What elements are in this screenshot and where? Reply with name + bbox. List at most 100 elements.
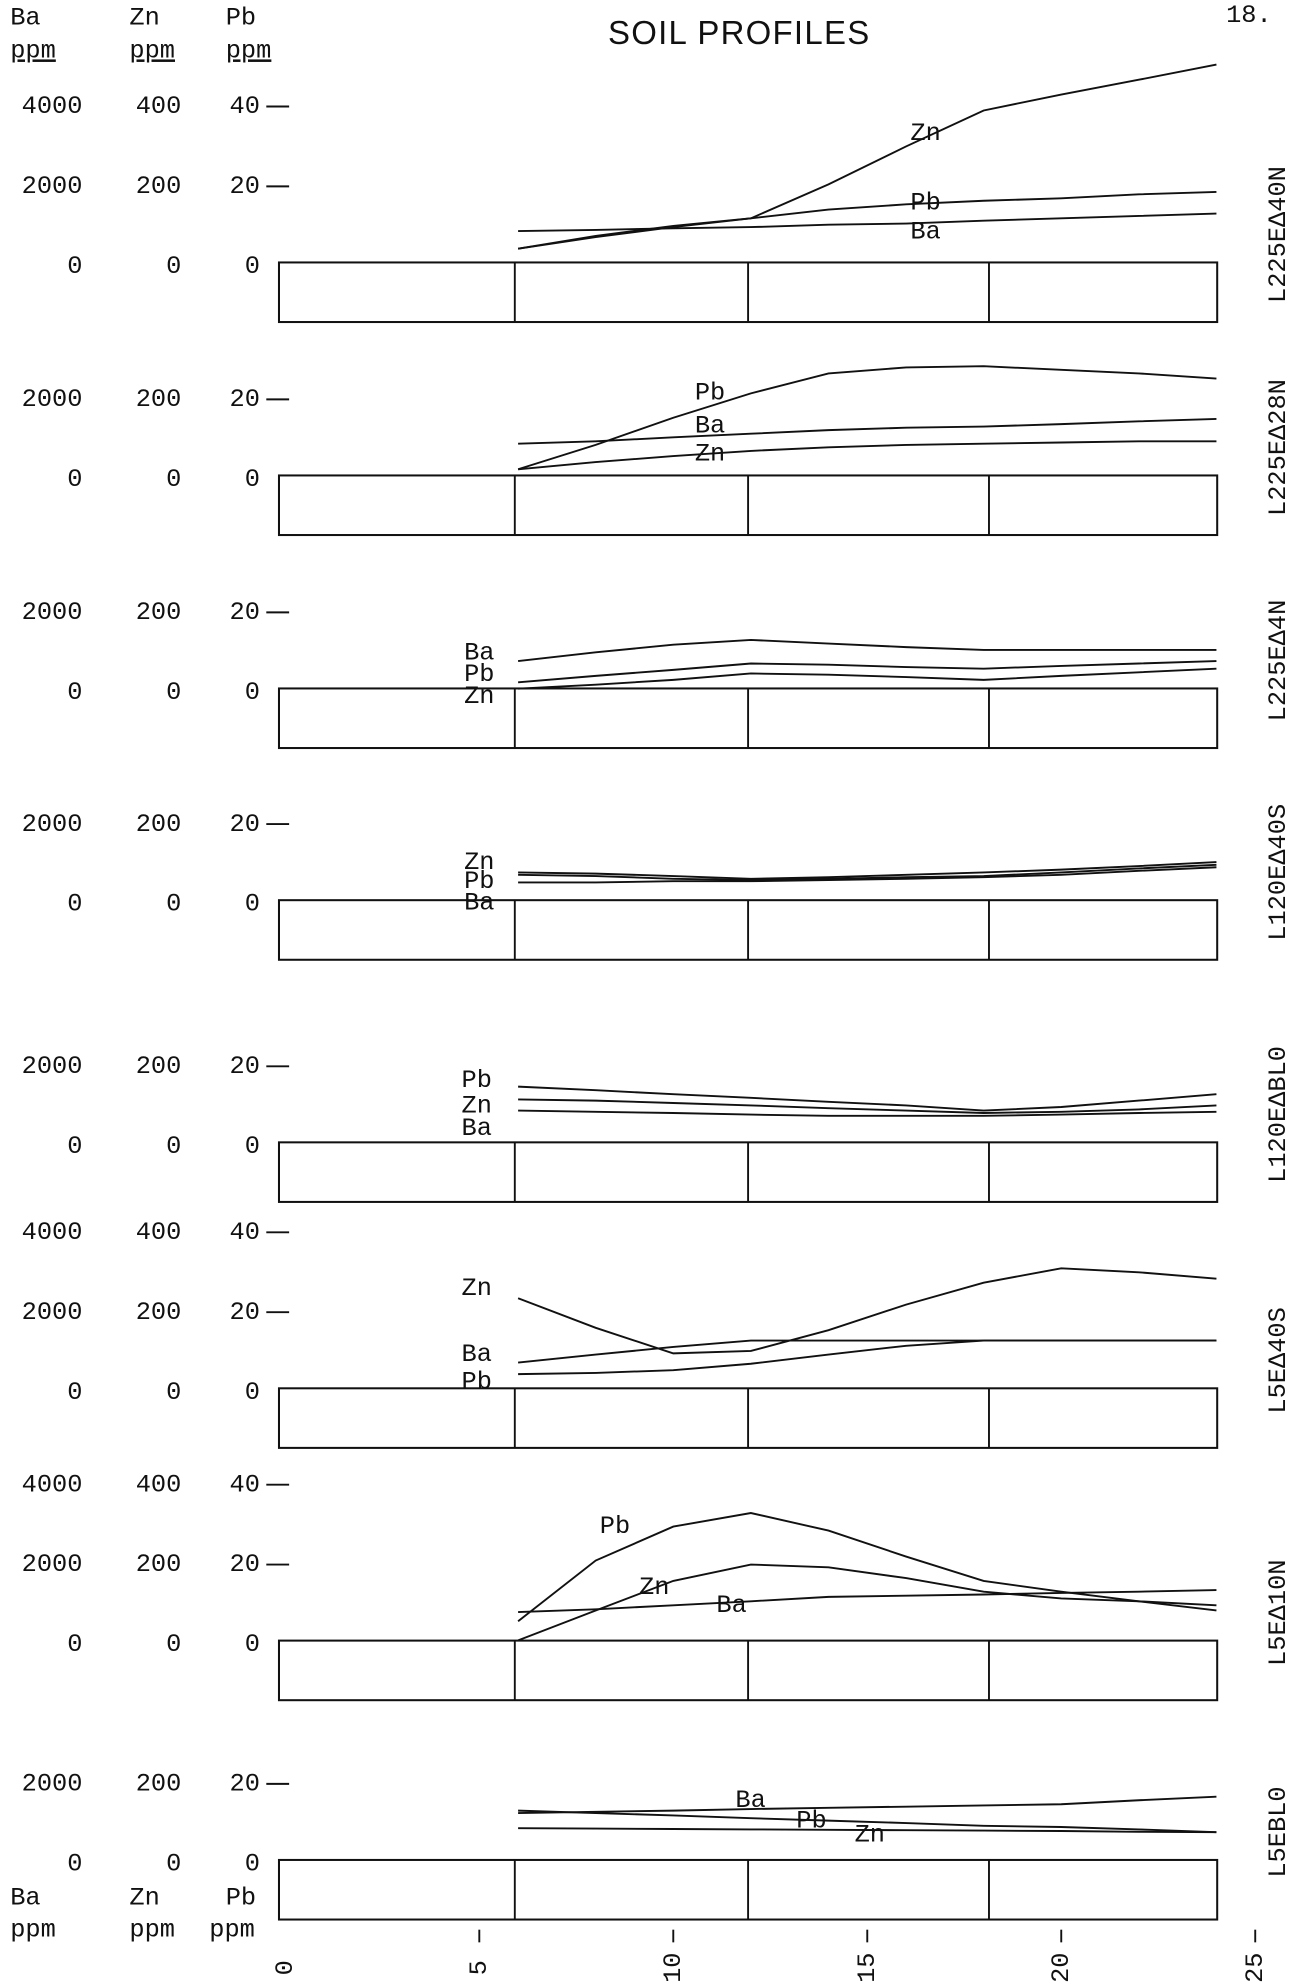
profile-label: L120EΔBL0 (1264, 1046, 1293, 1183)
y-tick-label: 200 (136, 172, 182, 201)
y-tick-label: 400 (136, 92, 182, 121)
y-tick-label: 0 (67, 1849, 82, 1878)
y-tick-label: 0 (245, 252, 260, 281)
y-tick-label: 200 (136, 810, 182, 839)
y-tick-label: 0 (245, 465, 260, 494)
profile-label: L225EΔ4N (1264, 600, 1293, 722)
unit-label: ppm (10, 36, 56, 65)
y-tick-label: 0 (166, 1378, 181, 1407)
page-number: 18. (1226, 1, 1272, 30)
series-line (517, 63, 1217, 250)
series-label: Pb (695, 379, 725, 408)
y-tick-label: 40 (230, 92, 260, 121)
series-label: Pb (796, 1806, 826, 1835)
unit-label: ppm (209, 1915, 255, 1944)
y-tick-label: 0 (166, 678, 181, 707)
unit-label: ppm (226, 36, 272, 65)
y-tick-label: 20 (230, 810, 260, 839)
series-line (518, 212, 1217, 233)
profile-label: L5EΔ10N (1264, 1559, 1293, 1665)
x-tick-label: 5 (465, 1960, 494, 1975)
y-tick-label: 2000 (22, 1052, 83, 1081)
y-tick-label: 200 (136, 1770, 182, 1799)
y-tick-label: 0 (67, 1378, 82, 1407)
series-label: Ba (735, 1786, 765, 1815)
y-tick-label: 0 (166, 1132, 181, 1161)
unit-element: Pb (226, 3, 256, 32)
series-label: Pb (462, 1368, 492, 1397)
series-line (517, 1563, 1217, 1642)
y-tick-label: 0 (245, 1132, 260, 1161)
y-tick-label: 200 (136, 1298, 182, 1327)
y-tick-label: 20 (230, 172, 260, 201)
series-line (517, 191, 1217, 250)
series-label: Zn (464, 848, 494, 877)
series-label: Ba (716, 1591, 746, 1620)
series-label: Pb (464, 867, 494, 896)
y-tick-label: 200 (136, 598, 182, 627)
y-tick-label: 200 (136, 1550, 182, 1579)
series-label: Ba (462, 1340, 492, 1369)
unit-label: ppm (129, 36, 175, 65)
y-tick-label: 0 (67, 1132, 82, 1161)
y-tick-label: 0 (166, 1849, 181, 1878)
series-line (518, 866, 1217, 884)
unit-element: Zn (129, 3, 159, 32)
title: SOIL PROFILES (608, 14, 871, 51)
y-tick-label: 0 (67, 465, 82, 494)
y-tick-label: 2000 (22, 1298, 83, 1327)
y-tick-label: 0 (166, 890, 181, 919)
y-tick-label: 20 (230, 1770, 260, 1799)
series-label: Zn (639, 1573, 669, 1602)
series-label: Ba (695, 412, 725, 441)
series-label: Ba (464, 888, 494, 917)
unit-label: ppm (129, 1915, 175, 1944)
series-label: Ba (464, 639, 494, 668)
profile-label: L5EΔ40S (1264, 1307, 1293, 1413)
y-tick-label: 20 (230, 1052, 260, 1081)
series-line (518, 1339, 1217, 1376)
y-tick-label: 4000 (22, 1218, 83, 1247)
x-tick-label: 10 (659, 1953, 688, 1983)
y-tick-label: 200 (136, 385, 182, 414)
series-line (517, 1267, 1217, 1355)
y-tick-label: 20 (230, 1298, 260, 1327)
series-line (518, 660, 1217, 684)
y-tick-label: 20 (230, 598, 260, 627)
y-tick-label: 2000 (22, 172, 83, 201)
series-label: Zn (910, 119, 940, 148)
y-tick-label: 0 (245, 678, 260, 707)
y-tick-label: 0 (67, 1630, 82, 1659)
y-tick-label: 0 (166, 252, 181, 281)
y-tick-label: 400 (136, 1218, 182, 1247)
y-tick-label: 400 (136, 1470, 182, 1499)
y-tick-label: 2000 (22, 1770, 83, 1799)
series-label: Zn (462, 1274, 492, 1303)
profile-label: L225EΔ28N (1264, 379, 1293, 516)
series-line (518, 1809, 1217, 1834)
series-line (518, 1827, 1217, 1834)
y-tick-label: 2000 (22, 810, 83, 839)
series-line (518, 1339, 1217, 1364)
series-label: Ba (462, 1114, 492, 1143)
y-tick-label: 0 (245, 1378, 260, 1407)
unit-element: Zn (129, 1884, 159, 1913)
series-label: Ba (910, 218, 940, 247)
series-line (517, 365, 1217, 471)
y-tick-label: 4000 (22, 92, 83, 121)
unit-label: ppm (10, 1915, 56, 1944)
series-line (518, 417, 1217, 445)
series-line (518, 440, 1217, 471)
series-label: Zn (464, 682, 494, 711)
y-tick-label: 0 (67, 252, 82, 281)
series-line (518, 667, 1217, 690)
series-line (518, 1085, 1217, 1112)
y-tick-label: 2000 (22, 385, 83, 414)
x-tick-label: 0 (271, 1960, 300, 1975)
series-line (518, 1795, 1217, 1814)
y-tick-label: 0 (67, 678, 82, 707)
profile-label: L225EΔ40N (1264, 166, 1293, 303)
y-tick-label: 2000 (22, 1550, 83, 1579)
